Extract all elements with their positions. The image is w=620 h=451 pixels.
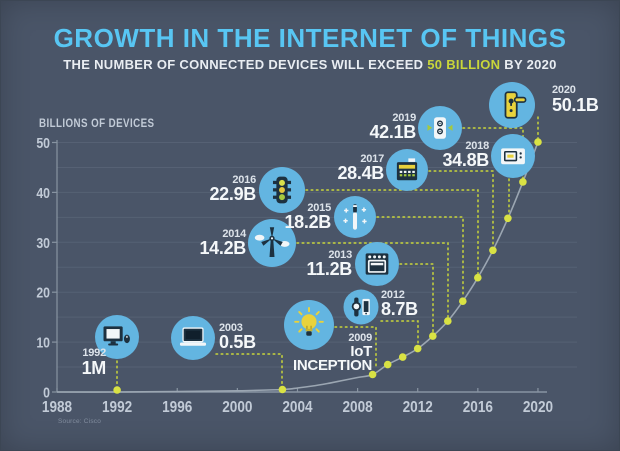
event-year-label: 2016 — [232, 174, 256, 186]
event-value-label: 42.1B — [369, 122, 416, 142]
curve-dot-2012 — [413, 344, 422, 353]
curve-dot-2020 — [534, 138, 542, 146]
curve-dot-2014 — [444, 317, 452, 325]
event-value-label: 28.4B — [337, 163, 384, 183]
x-axis-tick-label: 1996 — [162, 399, 192, 416]
event-year-label: 2014 — [222, 228, 247, 240]
y-axis-tick-label: 10 — [36, 334, 50, 350]
x-axis-tick-label: 2008 — [342, 399, 372, 416]
event-value-label: 1M — [82, 358, 106, 378]
wind-turbine-icon — [254, 227, 290, 257]
lightbulb-icon — [294, 306, 324, 336]
event-value-label: 11.2B — [306, 259, 352, 279]
event-value-label: 18.2B — [284, 212, 331, 232]
event-value-label: 8.7B — [381, 299, 418, 319]
curve-dot-2015 — [459, 297, 467, 306]
event-circle-2012 — [343, 289, 379, 325]
y-axis-title: BILLIONS OF DEVICES — [39, 117, 154, 130]
event-year-label: 2019 — [392, 112, 416, 124]
event-year-label: 2018 — [465, 140, 489, 152]
curve-dot-2018 — [504, 214, 512, 223]
curve-dot-2016 — [474, 273, 482, 282]
curve-dot-2013 — [429, 332, 437, 340]
event-year-label: 2012 — [381, 289, 405, 301]
y-axis-tick-label: 50 — [36, 135, 50, 151]
event-year-label: 1992 — [82, 347, 106, 359]
x-axis-tick-label: 2020 — [523, 399, 553, 416]
toothbrush-icon — [343, 204, 367, 230]
event-value-label: 14.2B — [199, 238, 246, 258]
y-axis-tick-label: 40 — [36, 185, 50, 201]
event-year-label: 2015 — [307, 202, 331, 214]
door-lock-icon — [504, 91, 527, 119]
x-axis-tick-label: 2012 — [403, 399, 433, 416]
curve-dot-2003 — [278, 385, 287, 394]
oven-icon — [365, 253, 389, 275]
x-axis-tick-label: 1992 — [102, 399, 132, 416]
event-year-label: 2020 — [552, 84, 576, 96]
smartwatch-phone-icon — [351, 297, 370, 317]
curve-dot-2017 — [489, 246, 497, 255]
event-year-label: 2013 — [328, 249, 352, 261]
curve-dot-1992 — [113, 386, 121, 394]
event-value-label: 50.1B — [552, 95, 599, 115]
subtitle-prefix: THE NUMBER OF CONNECTED DEVICES WILL EXC… — [63, 56, 428, 72]
smart-plug-icon — [427, 117, 453, 139]
x-axis-tick-label: 2016 — [463, 399, 493, 416]
desktop-computer-icon — [103, 326, 130, 346]
cash-register-icon — [396, 158, 418, 181]
laptop-icon — [179, 327, 207, 346]
y-axis-tick-label: 20 — [36, 285, 50, 301]
page-title: GROWTH IN THE INTERNET OF THINGS — [53, 23, 567, 53]
header: GROWTH IN THE INTERNET OF THINGS THE NUM… — [0, 24, 620, 72]
subtitle-suffix: BY 2020 — [500, 56, 557, 72]
event-year-label: 2009 — [348, 332, 372, 344]
connector-2014 — [296, 242, 449, 318]
curve-dot-2009 — [368, 370, 377, 379]
event-year-label: 2003 — [219, 322, 243, 334]
y-axis-tick-label: 0 — [43, 384, 50, 400]
subtitle: THE NUMBER OF CONNECTED DEVICES WILL EXC… — [0, 57, 620, 72]
curve-dot-2011 — [398, 353, 407, 361]
event-year-label: 2017 — [360, 153, 384, 165]
source-label: Source: Cisco — [58, 418, 102, 425]
event-value-label: INCEPTION — [293, 357, 372, 374]
curve-dot-2010 — [383, 360, 392, 369]
connector-2016 — [305, 189, 479, 275]
curve-dot-2019 — [519, 178, 527, 186]
event-value-label: 34.8B — [442, 150, 489, 170]
connector-2017 — [428, 170, 494, 247]
connector-2012 — [380, 320, 419, 346]
y-axis-tick-label: 30 — [36, 235, 50, 251]
event-value-label: IoT — [350, 343, 372, 360]
event-value-label: 0.5B — [219, 332, 256, 352]
x-axis-tick-label: 1988 — [42, 399, 72, 416]
x-axis-tick-label: 2004 — [282, 399, 313, 416]
connector-2003 — [215, 353, 283, 387]
x-axis-tick-label: 2000 — [222, 399, 252, 416]
event-value-label: 22.9B — [209, 184, 256, 204]
growth-curve — [56, 141, 539, 393]
connector-2009 — [334, 326, 377, 370]
traffic-light-icon — [272, 176, 292, 204]
connector-2013 — [399, 263, 434, 333]
microwave-icon — [501, 148, 525, 165]
subtitle-highlight: 50 BILLION — [427, 56, 501, 72]
